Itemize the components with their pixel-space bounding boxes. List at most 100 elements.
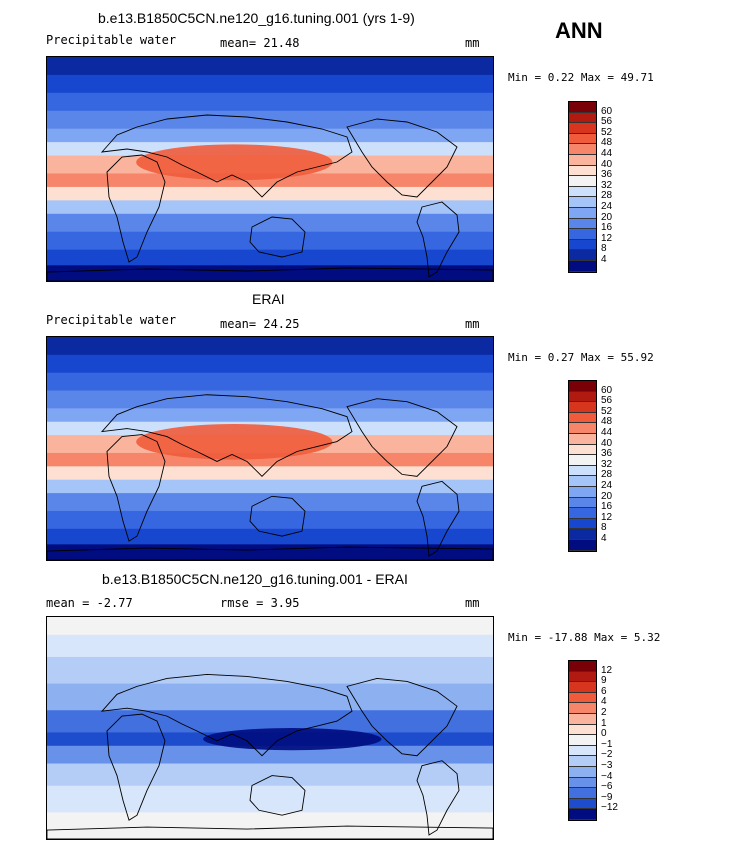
- colorbar-swatch: [569, 809, 596, 820]
- panel-1-colorbar: [568, 101, 597, 273]
- colorbar-tick-label: 48: [601, 137, 613, 149]
- colorbar-swatch: [569, 381, 596, 392]
- field-band: [47, 710, 493, 734]
- colorbar-tick-label: 60: [601, 105, 613, 117]
- colorbar-swatch: [569, 112, 596, 124]
- panel-1-units: mm: [465, 36, 480, 50]
- coastline: [416, 760, 460, 836]
- colorbar-tick-label: 8: [601, 243, 607, 255]
- field-band: [47, 466, 493, 481]
- season-label: ANN: [555, 18, 603, 43]
- coastline: [100, 674, 353, 757]
- colorbar-tick-label: 16: [601, 501, 613, 513]
- field-band: [47, 249, 493, 267]
- coastline: [47, 546, 493, 560]
- coastline: [100, 114, 353, 198]
- colorbar-swatch: [569, 713, 596, 725]
- colorbar-swatch: [569, 539, 596, 551]
- panel-3-rmse-label: rmse = 3.95: [220, 596, 300, 610]
- panel-1-variable-label: Precipitable water: [46, 33, 177, 47]
- colorbar-swatch: [569, 455, 596, 466]
- panel-3-units: mm: [465, 596, 480, 610]
- field-band: [47, 231, 493, 251]
- coastline: [106, 154, 166, 263]
- map-field: [47, 57, 493, 281]
- colorbar-swatch: [569, 777, 596, 789]
- field-band: [47, 186, 493, 202]
- field-band: [47, 812, 493, 839]
- colorbar-swatch: [569, 661, 596, 672]
- colorbar-swatch: [569, 207, 596, 219]
- field-band: [47, 510, 493, 530]
- field-band: [47, 493, 493, 512]
- field-band: [47, 128, 493, 144]
- colorbar-tick-label: 28: [601, 469, 613, 481]
- colorbar-tick-label: 24: [601, 480, 613, 491]
- coastline: [346, 398, 458, 477]
- field-band: [47, 408, 493, 423]
- field-band: [47, 544, 493, 560]
- panel-3-map: [46, 616, 494, 840]
- coastline: [106, 434, 166, 542]
- colorbar-swatch: [569, 133, 596, 145]
- colorbar-tick-label: 32: [601, 458, 613, 470]
- panel-2-mean-label: mean= 24.25: [220, 317, 300, 331]
- colorbar-swatch: [569, 465, 596, 477]
- colorbar-swatch: [569, 486, 596, 498]
- colorbar-swatch: [569, 239, 596, 251]
- colorbar-tick-label: 20: [601, 490, 613, 502]
- panel-2-title: ERAI: [252, 291, 285, 307]
- colorbar-swatch: [569, 444, 596, 456]
- field-band: [47, 617, 493, 636]
- colorbar-tick-label: 6: [601, 685, 607, 697]
- colorbar-tick-label: −9: [601, 791, 613, 803]
- colorbar-tick-label: 4: [601, 533, 607, 544]
- field-band: [47, 763, 493, 787]
- colorbar-swatch: [569, 756, 596, 767]
- field-band: [47, 528, 493, 546]
- colorbar-tick-label: 40: [601, 437, 613, 449]
- colorbar-tick-label: 20: [601, 211, 613, 223]
- colorbar-swatch: [569, 798, 596, 810]
- field-band: [47, 74, 493, 94]
- panel-2-map: [46, 336, 494, 561]
- colorbar-tick-label: 48: [601, 416, 613, 428]
- colorbar-tick-label: 4: [601, 254, 607, 265]
- colorbar-swatch: [569, 165, 596, 177]
- colorbar-tick-label: −6: [601, 781, 613, 793]
- warm-pool: [136, 423, 333, 460]
- dry-bias: [203, 728, 382, 751]
- colorbar-swatch: [569, 144, 596, 155]
- map-field: [47, 337, 493, 560]
- colorbar-tick-label: 32: [601, 179, 613, 191]
- field-band: [47, 656, 493, 685]
- colorbar-tick-label: 40: [601, 158, 613, 170]
- colorbar-swatch: [569, 766, 596, 778]
- colorbar-swatch: [569, 671, 596, 683]
- colorbar-tick-label: 24: [601, 201, 613, 212]
- field-band: [47, 213, 493, 233]
- colorbar-swatch: [569, 788, 596, 799]
- coastline: [249, 775, 306, 816]
- coastline: [346, 118, 458, 198]
- field-band: [47, 785, 493, 814]
- colorbar-swatch: [569, 229, 596, 240]
- panel-3-colorbar: [568, 660, 597, 821]
- panel-2-variable-label: Precipitable water: [46, 313, 177, 327]
- field-band: [47, 634, 493, 658]
- colorbar-tick-label: 9: [601, 675, 607, 687]
- coastline: [100, 394, 353, 478]
- colorbar-swatch: [569, 412, 596, 424]
- colorbar-tick-label: 56: [601, 116, 613, 128]
- colorbar-tick-label: 44: [601, 148, 613, 159]
- colorbar-swatch: [569, 176, 596, 187]
- coastline: [416, 201, 460, 278]
- field-band: [47, 683, 493, 712]
- panel-3-title: b.e13.B1850C5CN.ne120_g16.tuning.001 - E…: [102, 571, 408, 587]
- colorbar-swatch: [569, 433, 596, 445]
- colorbar-tick-label: 36: [601, 169, 613, 181]
- colorbar-swatch: [569, 123, 596, 134]
- colorbar-tick-label: 4: [601, 696, 607, 708]
- colorbar-swatch: [569, 692, 596, 704]
- colorbar-tick-label: 56: [601, 395, 613, 407]
